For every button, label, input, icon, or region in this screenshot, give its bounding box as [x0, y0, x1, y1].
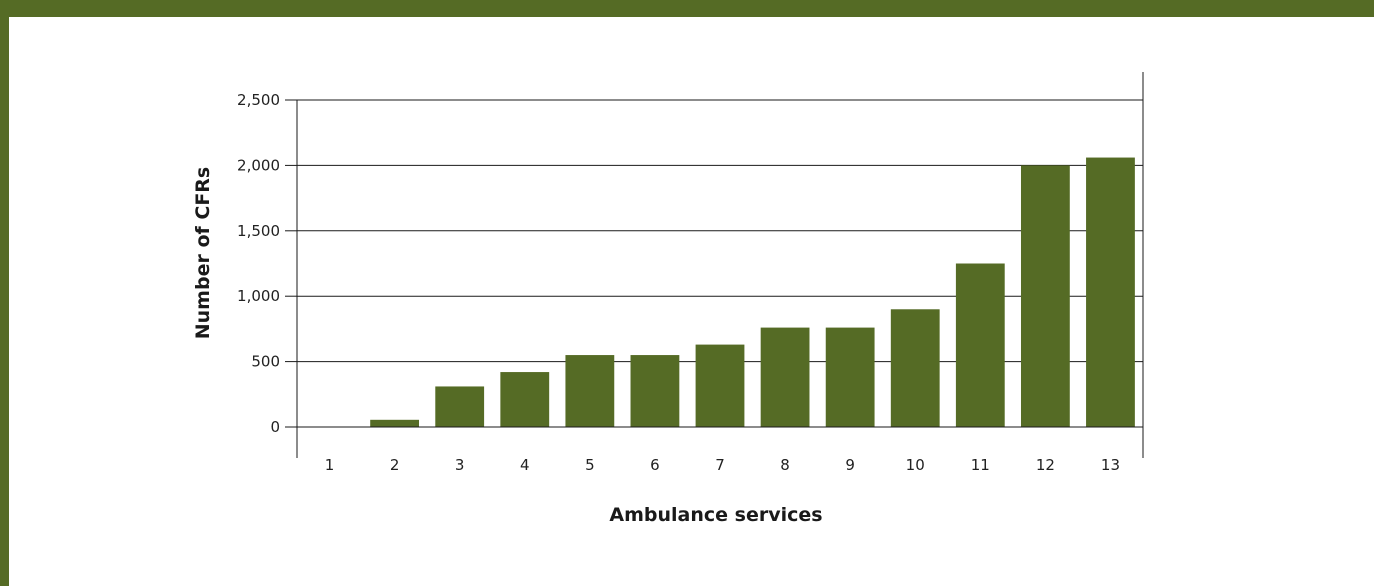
y-tick-label: 1,500	[237, 222, 280, 240]
y-tick-label: 1,000	[237, 287, 280, 305]
y-tick-label: 0	[270, 418, 280, 436]
x-tick-label: 9	[845, 456, 855, 474]
bar-8	[761, 328, 810, 427]
bar-7	[696, 345, 745, 427]
x-tick-label: 1	[325, 456, 335, 474]
y-tick-label: 500	[251, 353, 280, 371]
bars	[370, 158, 1135, 427]
y-tick-label: 2,500	[237, 91, 280, 109]
x-tick-label: 6	[650, 456, 660, 474]
x-tick-label: 10	[906, 456, 925, 474]
y-axis-title: Number of CFRs	[192, 167, 214, 340]
x-tick-label: 3	[455, 456, 465, 474]
bar-13	[1086, 158, 1135, 427]
x-tick-label: 13	[1101, 456, 1120, 474]
x-tick-label: 11	[971, 456, 990, 474]
y-tick-label: 2,000	[237, 156, 280, 174]
bar-5	[565, 355, 614, 427]
bar-11	[956, 264, 1005, 428]
x-tick-label: 7	[715, 456, 725, 474]
x-tick-label: 5	[585, 456, 595, 474]
bar-10	[891, 309, 940, 427]
x-tick-labels: 1 2 3 4 5 6 7 8 9 10 11 12 13	[325, 456, 1120, 474]
bar-12	[1021, 165, 1070, 427]
gridlines	[297, 100, 1143, 362]
bar-4	[500, 372, 549, 427]
bar-6	[631, 355, 680, 427]
bar-2	[370, 420, 419, 427]
y-tick-labels: 0 500 1,000 1,500 2,000 2,500	[237, 91, 280, 436]
x-tick-label: 8	[780, 456, 790, 474]
x-tick-label: 12	[1036, 456, 1055, 474]
x-tick-label: 2	[390, 456, 400, 474]
bar-9	[826, 328, 875, 427]
x-tick-label: 4	[520, 456, 530, 474]
bar-3	[435, 386, 484, 427]
x-axis-title: Ambulance services	[609, 504, 822, 526]
